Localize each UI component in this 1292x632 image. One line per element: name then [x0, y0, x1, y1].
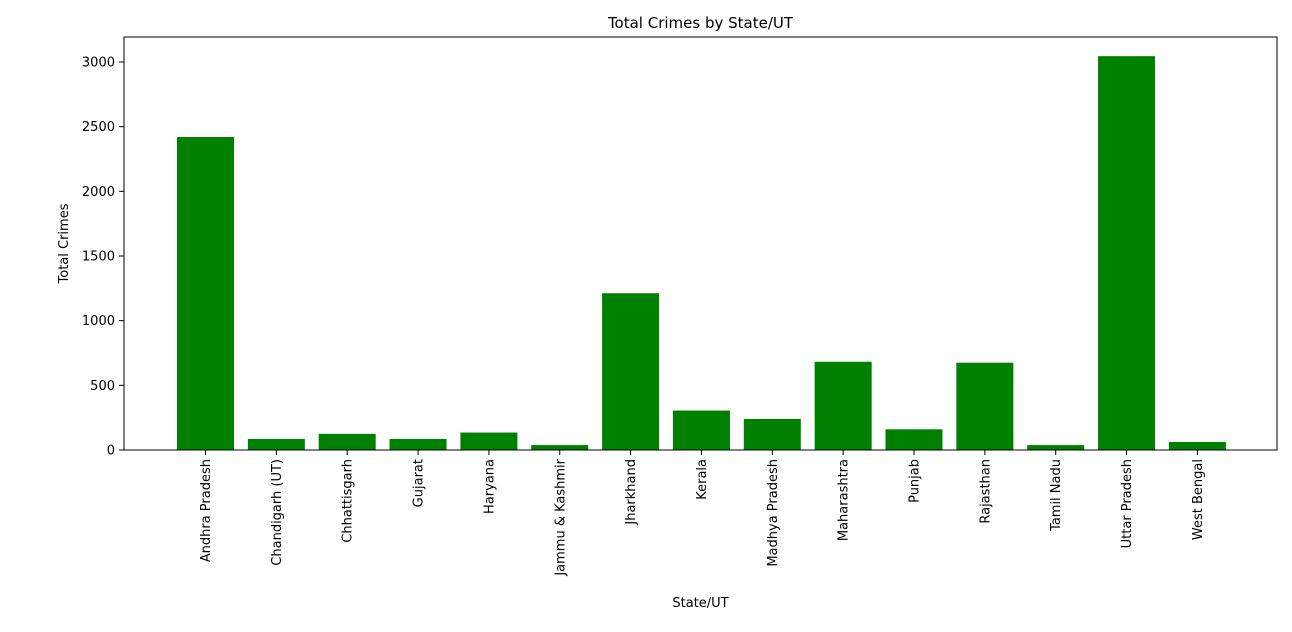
bar-punjab — [885, 429, 943, 450]
bar-west-bengal — [1168, 441, 1226, 450]
y-axis-label: Total Crimes — [57, 203, 72, 284]
x-tick-label-chandigarh-ut: Chandigarh (UT) — [270, 459, 285, 566]
x-tick-label-kerala: Kerala — [695, 459, 710, 500]
bar-uttar-pradesh — [1098, 56, 1156, 451]
x-tick-label-madhya-pradesh: Madhya Pradesh — [766, 459, 781, 567]
x-tick-label-haryana: Haryana — [482, 459, 497, 514]
y-tick-label-2000: 2000 — [82, 185, 115, 200]
bar-rajasthan — [956, 362, 1014, 450]
bar-kerala — [672, 410, 730, 450]
x-tick-label-tamil-nadu: Tamil Nadu — [1049, 459, 1064, 532]
x-axis-ticks: Andhra Pradesh Chandigarh (UT) Chhattisgar… — [199, 450, 1206, 577]
bar-haryana — [460, 432, 518, 450]
x-tick-label-rajasthan: Rajasthan — [978, 459, 993, 524]
bar-madhya-pradesh — [743, 418, 801, 450]
chart-title: Total Crimes by State/UT — [607, 14, 794, 32]
y-axis-ticks: 0 500 1000 1500 2000 2500 3000 — [82, 56, 124, 459]
bar-andhra-pradesh — [177, 137, 234, 450]
x-tick-label-punjab: Punjab — [908, 459, 923, 503]
x-tick-label-chhattisgarh: Chhattisgarh — [341, 459, 356, 543]
bars-group — [177, 56, 1226, 451]
x-tick-label-uttar-pradesh: Uttar Pradesh — [1120, 459, 1135, 548]
y-tick-label-1500: 1500 — [82, 250, 115, 265]
x-tick-label-andhra-pradesh: Andhra Pradesh — [199, 459, 214, 562]
bar-chandigarh-ut — [247, 439, 305, 450]
x-axis-label: State/UT — [672, 596, 728, 611]
x-tick-label-maharashtra: Maharashtra — [837, 459, 852, 541]
y-tick-label-3000: 3000 — [82, 56, 115, 71]
y-tick-label-0: 0 — [107, 444, 115, 459]
x-tick-label-gujarat: Gujarat — [412, 459, 427, 507]
y-tick-label-1000: 1000 — [82, 314, 115, 329]
bar-chhattisgarh — [318, 433, 376, 450]
bar-tamil-nadu — [1027, 445, 1085, 450]
bar-maharashtra — [814, 361, 872, 450]
y-tick-label-500: 500 — [90, 379, 115, 394]
y-tick-label-2500: 2500 — [82, 120, 115, 135]
bar-jammu-kashmir — [531, 445, 589, 450]
x-tick-label-jammu-kashmir: Jammu & Kashmir — [553, 458, 568, 576]
bar-gujarat — [389, 439, 447, 450]
x-tick-label-west-bengal: West Bengal — [1191, 459, 1206, 540]
x-tick-label-jharkhand: Jharkhand — [624, 459, 639, 526]
bar-jharkhand — [602, 293, 660, 450]
plot-frame — [123, 36, 1278, 451]
